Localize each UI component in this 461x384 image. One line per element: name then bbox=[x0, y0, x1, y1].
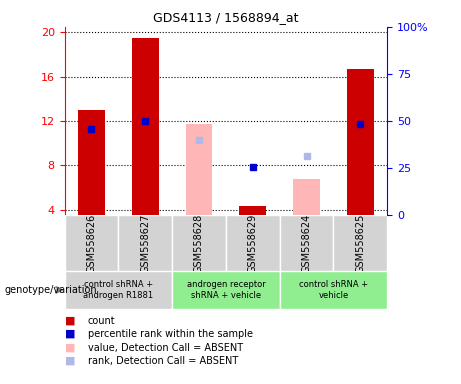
Bar bbox=[78, 110, 105, 215]
Bar bbox=[118, 215, 172, 271]
Text: GSM558626: GSM558626 bbox=[86, 213, 96, 273]
Bar bbox=[172, 271, 280, 309]
Bar bbox=[347, 69, 374, 215]
Bar bbox=[172, 215, 226, 271]
Text: GSM558625: GSM558625 bbox=[355, 213, 366, 273]
Title: GDS4113 / 1568894_at: GDS4113 / 1568894_at bbox=[153, 11, 299, 24]
Text: GSM558628: GSM558628 bbox=[194, 213, 204, 273]
Text: value, Detection Call = ABSENT: value, Detection Call = ABSENT bbox=[88, 343, 242, 353]
Bar bbox=[280, 215, 333, 271]
Bar bbox=[65, 271, 172, 309]
Text: GSM558627: GSM558627 bbox=[140, 213, 150, 273]
Bar bbox=[239, 206, 266, 215]
Text: ■: ■ bbox=[65, 329, 75, 339]
Text: ■: ■ bbox=[65, 316, 75, 326]
Text: GSM558624: GSM558624 bbox=[301, 213, 312, 273]
Bar bbox=[185, 124, 213, 215]
Text: ■: ■ bbox=[65, 356, 75, 366]
Text: GSM558629: GSM558629 bbox=[248, 213, 258, 273]
Text: control shRNA +
androgen R1881: control shRNA + androgen R1881 bbox=[83, 280, 154, 300]
Bar bbox=[226, 215, 280, 271]
Bar bbox=[293, 179, 320, 215]
Text: percentile rank within the sample: percentile rank within the sample bbox=[88, 329, 253, 339]
Text: genotype/variation: genotype/variation bbox=[5, 285, 97, 295]
Bar bbox=[280, 271, 387, 309]
Text: ■: ■ bbox=[65, 343, 75, 353]
Text: androgen receptor
shRNA + vehicle: androgen receptor shRNA + vehicle bbox=[187, 280, 265, 300]
Bar bbox=[333, 215, 387, 271]
Text: control shRNA +
vehicle: control shRNA + vehicle bbox=[299, 280, 368, 300]
Bar bbox=[132, 38, 159, 215]
Text: count: count bbox=[88, 316, 115, 326]
Bar bbox=[65, 215, 118, 271]
Text: rank, Detection Call = ABSENT: rank, Detection Call = ABSENT bbox=[88, 356, 238, 366]
